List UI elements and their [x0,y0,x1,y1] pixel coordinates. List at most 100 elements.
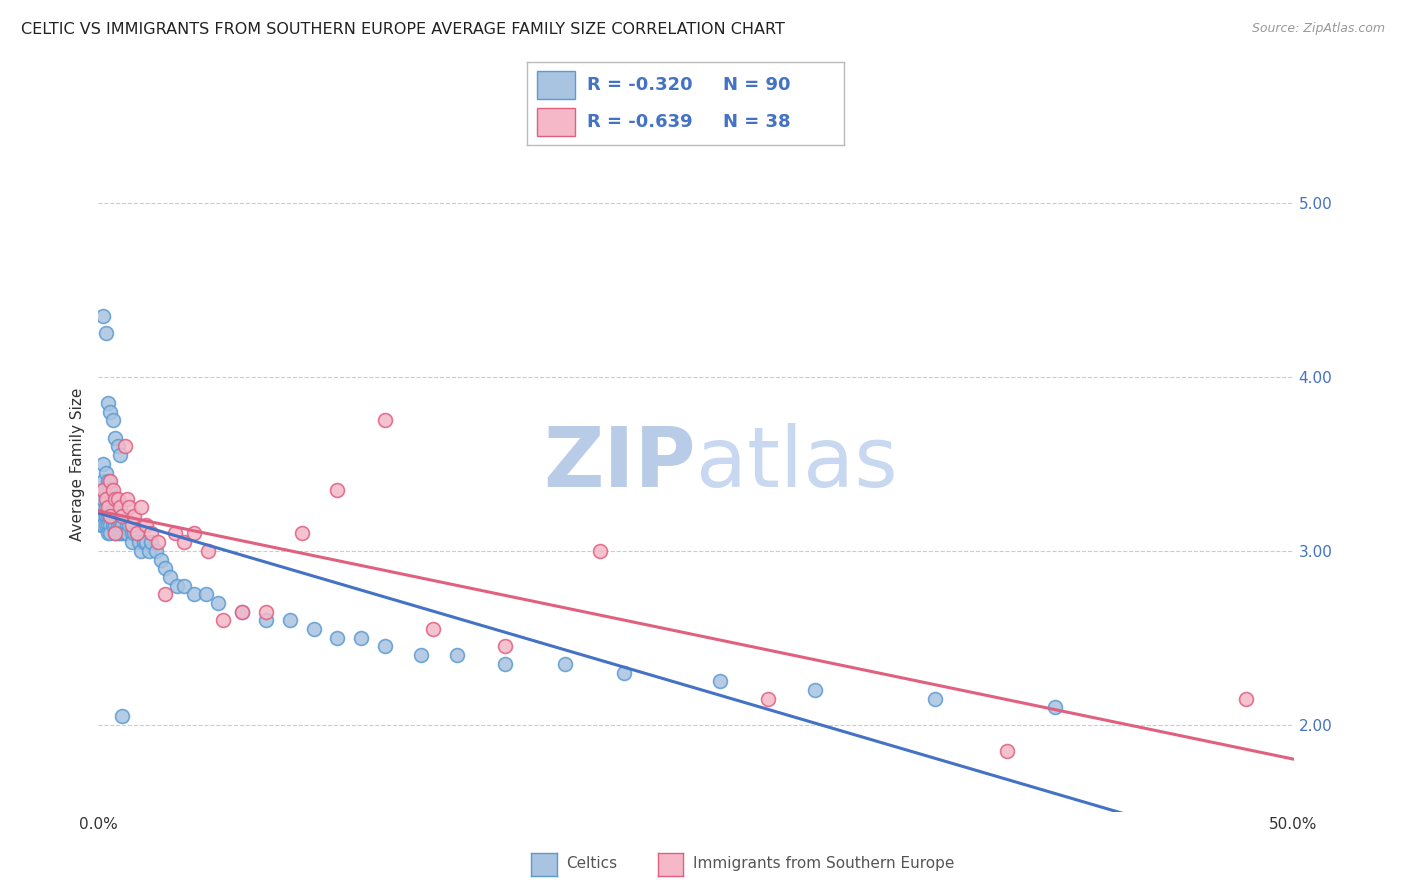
Point [104,500,127,515]
Point [104,491,127,506]
Point [166,578,188,592]
Point [163,526,186,541]
Point [98,500,122,515]
Point [446,648,468,662]
Point [148,535,170,549]
Point [97,517,120,532]
Point [231,605,253,619]
Point [114,508,136,523]
Text: Immigrants from Southern Europe: Immigrants from Southern Europe [693,856,955,871]
FancyBboxPatch shape [537,108,575,136]
Point [207,596,229,610]
Point [231,605,253,619]
Point [155,587,177,601]
Text: Celtics: Celtics [567,856,617,871]
Point [111,526,134,541]
Text: CELTIC VS IMMIGRANTS FROM SOUTHERN EUROPE AVERAGE FAMILY SIZE CORRELATION CHART: CELTIC VS IMMIGRANTS FROM SOUTHERN EUROP… [21,22,785,37]
Point [131,544,153,558]
Point [139,526,162,541]
Point [125,526,148,541]
Point [107,526,129,541]
Point [94,508,117,523]
Point [290,526,312,541]
Point [118,517,141,532]
Text: R = -0.320: R = -0.320 [588,76,693,94]
Text: atlas: atlas [696,424,897,504]
Point [121,517,143,532]
Point [145,544,167,558]
Point [374,640,396,654]
Point [589,544,612,558]
Point [138,544,160,558]
Point [183,526,205,541]
Point [98,475,122,489]
Point [101,491,124,506]
Point [254,614,277,628]
Point [422,622,444,636]
Point [111,517,134,532]
Point [91,309,114,323]
Point [97,491,120,506]
Text: Source: ZipAtlas.com: Source: ZipAtlas.com [1251,22,1385,36]
Point [326,631,349,645]
Point [131,500,153,515]
Point [91,457,114,471]
Point [194,587,217,601]
Point [254,605,277,619]
Point [94,517,117,532]
Point [94,326,117,341]
Point [94,500,117,515]
Point [94,466,117,480]
Point [101,500,124,515]
Point [155,561,177,575]
Point [326,483,349,497]
Point [101,483,124,497]
Point [101,508,124,523]
Point [97,526,120,541]
Point [115,491,138,506]
Point [139,535,162,549]
Point [924,691,946,706]
Point [108,517,131,532]
Point [94,491,117,506]
Point [104,517,127,532]
Point [111,508,134,523]
Point [108,526,131,541]
Point [115,526,138,541]
Point [91,517,114,532]
Point [183,587,205,601]
Point [101,413,124,427]
Point [108,508,131,523]
Point [995,744,1018,758]
Point [302,622,325,636]
Point [104,526,127,541]
Point [104,508,127,523]
Text: N = 38: N = 38 [723,113,792,131]
FancyBboxPatch shape [537,70,575,99]
Point [350,631,373,645]
Point [98,526,122,541]
Point [128,535,150,549]
Point [90,491,112,506]
Point [107,517,129,532]
Point [374,413,396,427]
Text: R = -0.639: R = -0.639 [588,113,693,131]
Point [90,500,112,515]
Point [107,508,129,523]
Point [97,500,120,515]
Point [173,578,195,592]
Point [613,665,636,680]
Point [97,396,120,410]
Point [135,517,157,532]
Point [173,535,195,549]
Point [111,508,134,523]
Point [709,674,731,689]
Point [98,405,122,419]
Point [111,709,134,723]
Point [94,483,117,497]
Point [90,517,112,532]
Point [125,526,148,541]
Text: N = 90: N = 90 [723,76,792,94]
Point [107,440,129,454]
Point [804,683,827,698]
